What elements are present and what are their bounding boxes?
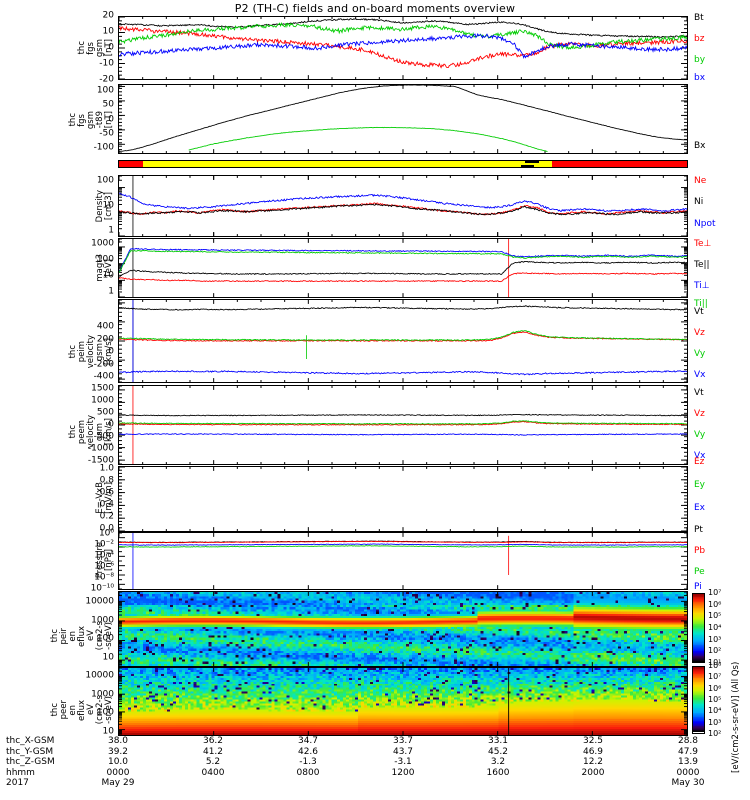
- mode-bar: [118, 160, 688, 168]
- legend-Ni: Ni: [694, 197, 704, 207]
- yticks-fgs-gsm: 20 10 0 -10 -20: [99, 10, 114, 85]
- yticks-peim-velocity: 400 200 0 -200 -400: [93, 321, 114, 382]
- yticks-magt3: 1000 100 10 1: [91, 238, 114, 297]
- axis-value-z-gsm: 13.9: [677, 757, 699, 767]
- axis-value-hhmm: 0000: [106, 767, 130, 778]
- axis-value-x-gsm: 28.8: [677, 736, 699, 746]
- axis-value-x-gsm: 36.2: [202, 736, 224, 746]
- peer-colorbar: [692, 666, 705, 734]
- mode-bar-marker: [521, 165, 534, 167]
- legend-Ez: Ez: [694, 457, 705, 467]
- yticks-density: 100 10 1: [96, 175, 114, 236]
- axis-value-z-gsm: 3.2: [490, 757, 506, 767]
- axis-value-z-gsm: 12.2: [582, 757, 604, 767]
- legend-Tepar: Te||: [694, 260, 710, 270]
- legend-peem-Vt: Vt: [694, 388, 704, 398]
- panel-peim-velocity[interactable]: [118, 299, 688, 383]
- axis-value-date: May 29: [101, 778, 135, 788]
- legend-Bx: Bx: [694, 141, 706, 151]
- axis-value-y-gsm: 41.2: [202, 746, 224, 757]
- mode-bar-segment: [551, 161, 687, 167]
- panel-fgs-gsm[interactable]: [118, 16, 688, 80]
- page-title: P2 (TH-C) fields and on-board moments ov…: [234, 2, 516, 15]
- mode-bar-segment: [142, 161, 552, 167]
- axis-value-z-gsm: -3.1: [394, 757, 412, 767]
- legend-Ey: Ey: [694, 480, 706, 490]
- yticks-peem-velocity: 1500 1000 500 0 -500 -1000 -1500: [87, 383, 114, 466]
- legend-Teperp: Te⊥: [694, 239, 712, 249]
- peir-colorbar: [692, 593, 705, 663]
- legend-Pb: Pb: [694, 546, 706, 556]
- axis-value-x-gsm: 33.1: [487, 736, 509, 746]
- legend-peim-Vz: Vz: [694, 328, 705, 338]
- panel-fgs-gsm-t89[interactable]: [118, 84, 688, 154]
- axis-value-z-gsm: 10.0: [107, 757, 129, 767]
- row-label-y-gsm: thc_Y-GSM: [6, 746, 54, 757]
- panel-peer-eflux[interactable]: [118, 667, 688, 736]
- legend-Pe: Pe: [694, 567, 705, 577]
- axis-value-hhmm: 0400: [201, 767, 225, 778]
- panel-peem-velocity[interactable]: [118, 385, 688, 465]
- legend-Tipar: Ti||: [694, 299, 708, 309]
- axis-value-hhmm: 2000: [581, 767, 605, 778]
- mode-bar-segment: [119, 161, 143, 167]
- panel-density[interactable]: [118, 175, 688, 237]
- yticks-peir-eflux: 10000 1000 100 10: [85, 596, 114, 663]
- panel-pressure[interactable]: [118, 532, 688, 590]
- legend-Pi: Pi: [694, 582, 702, 592]
- legend-peem-Vz: Vz: [694, 409, 705, 419]
- axis-value-y-gsm: 47.9: [677, 746, 699, 757]
- axis-value-y-gsm: 43.7: [392, 746, 414, 757]
- legend-by: by: [694, 55, 706, 65]
- axis-value-hhmm: 0800: [296, 767, 320, 778]
- panel-efield[interactable]: [118, 466, 688, 532]
- axis-value-y-gsm: 45.2: [487, 746, 509, 757]
- panel-magt3[interactable]: [118, 238, 688, 298]
- legend-bz: bz: [694, 34, 705, 44]
- axis-value-hhmm: 0000: [676, 767, 700, 778]
- row-label-year: 2017: [6, 778, 29, 788]
- axis-value-y-gsm: 46.9: [582, 746, 604, 757]
- legend-peem-Vx: Vx: [694, 451, 706, 461]
- legend-Npot: Npot: [694, 219, 716, 229]
- axis-value-hhmm: 1200: [391, 767, 415, 778]
- legend-Bt: Bt: [694, 13, 704, 23]
- yticks-fgs-gsm-t89: 100 50 0 -50 -100: [93, 85, 114, 153]
- row-label-x-gsm: thc_X-GSM: [6, 736, 55, 746]
- panel-peir-eflux[interactable]: [118, 591, 688, 667]
- legend-bx: bx: [694, 73, 706, 83]
- axis-value-y-gsm: 39.2: [107, 746, 129, 757]
- legend-peim-Vt: Vt: [694, 307, 704, 317]
- yticks-efield: 1.0 0.8 0.6 0.4 0.2 0.0: [99, 463, 114, 534]
- legend-peim-Vx: Vx: [694, 370, 706, 380]
- axis-value-y-gsm: 42.6: [297, 746, 319, 757]
- axis-value-x-gsm: 32.5: [582, 736, 604, 746]
- legend-peim-Vy: Vy: [694, 349, 706, 359]
- legend-Pt: Pt: [694, 525, 703, 535]
- legend-Ne: Ne: [694, 176, 707, 186]
- yticks-pressure: 10⁰ 10⁻² 10⁻⁴ 10⁻⁶ 10⁻⁸ 10⁻¹⁰: [90, 528, 114, 594]
- axis-value-hhmm: 1600: [486, 767, 510, 778]
- legend-Tiperp: Ti⊥: [694, 281, 710, 291]
- colorbar-unit-label: [eV/(cm2-s-sr-eV)] (All Qs): [731, 661, 741, 773]
- axis-value-x-gsm: 38.0: [107, 736, 129, 746]
- axis-value-z-gsm: -1.3: [299, 757, 317, 767]
- axis-value-date: May 30: [671, 778, 705, 788]
- axis-value-z-gsm: 5.2: [205, 757, 221, 767]
- row-label-hhmm: hhmm: [6, 767, 35, 778]
- yticks-peer-eflux: 10000 1000 100 10: [85, 670, 114, 737]
- row-label-z-gsm: thc_Z-GSM: [6, 757, 55, 767]
- mode-bar-marker: [525, 161, 540, 163]
- legend-peem-Vy: Vy: [694, 430, 706, 440]
- axis-value-x-gsm: 34.7: [297, 736, 319, 746]
- axis-value-x-gsm: 33.7: [392, 736, 414, 746]
- legend-Ex: Ex: [694, 503, 706, 513]
